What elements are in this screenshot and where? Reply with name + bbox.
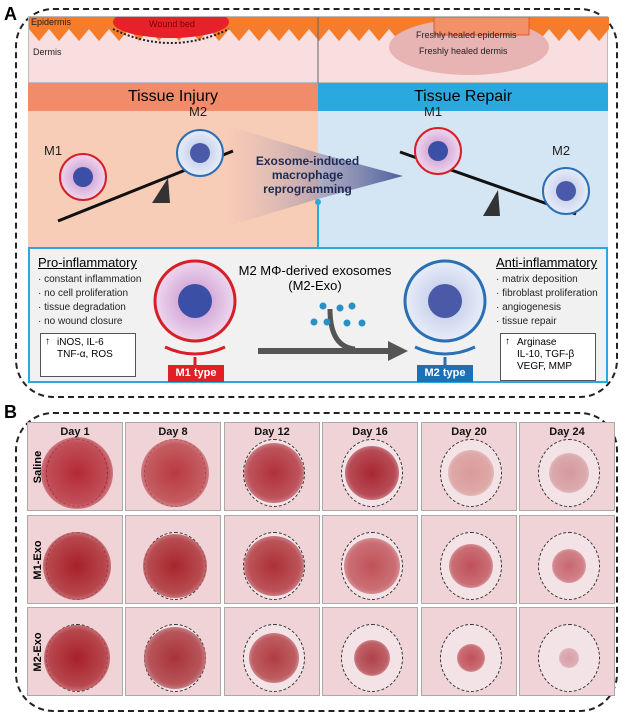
wound-area: [244, 536, 304, 596]
wound-photo: Day 24: [519, 422, 615, 511]
wound-photo: [125, 607, 221, 696]
wound-area: [143, 534, 207, 598]
wound-photo: [224, 515, 320, 604]
wound-bed: [113, 17, 229, 38]
wound-photo: M1-Exo: [27, 515, 123, 604]
marker: IL-10, TGF-β: [517, 349, 575, 360]
group-label: M2-Exo: [32, 632, 44, 672]
group-label: M1-Exo: [32, 540, 44, 580]
m1-cell-left: [59, 153, 107, 201]
wound-photo: Day 16: [322, 422, 418, 511]
list-item: · fibroblast proliferation: [496, 288, 598, 299]
day-label: Day 20: [451, 426, 487, 438]
wound-photo: [519, 515, 615, 604]
m1-label-left: M1: [44, 143, 63, 158]
reprogramming-label: Exosome-induced macrophage reprogramming: [255, 154, 360, 196]
wound-photo: Day 8: [125, 422, 221, 511]
pro-inflammatory-list: · constant inflammation · no cell prolif…: [38, 273, 141, 329]
exosome-mechanism-box: Pro-inflammatory · constant inflammation…: [28, 247, 608, 383]
marker: VEGF, MMP: [517, 361, 573, 372]
wound-area: [141, 439, 209, 507]
wound-photo: M2-Exo: [27, 607, 123, 696]
wound-photo: [125, 515, 221, 604]
m1-label-right: M1: [424, 104, 443, 119]
healed-dermis-label: Freshly healed dermis: [419, 46, 508, 56]
wound-area: [43, 532, 111, 600]
wound-area: [249, 633, 299, 683]
epidermis-layer: [29, 17, 609, 84]
m1-to-m2-diagram: [153, 259, 487, 365]
exosome-subtitle: (M2-Exo): [288, 278, 342, 293]
exosome-title: M2 MΦ-derived exosomes: [238, 263, 392, 278]
wound-area: [144, 627, 206, 689]
m2-label-right: M2: [552, 143, 571, 158]
wound-area: [552, 549, 586, 583]
anti-inflammatory-list: · matrix deposition · fibroblast prolife…: [496, 273, 598, 329]
wound-boundary-circle: [341, 624, 403, 692]
m1-cell-right: [414, 127, 462, 175]
wound-area: [345, 446, 399, 500]
wound-area: [449, 544, 493, 588]
m1-markers-box: ↑ iNOS, IL-6 TNF-α, ROS: [40, 333, 136, 377]
panel-a-label: A: [4, 4, 17, 24]
wound-photo: Day 1 Saline: [27, 422, 123, 511]
list-item: · matrix deposition: [496, 274, 578, 285]
day-label: Day 1: [60, 426, 90, 438]
wound-photo: [421, 515, 517, 604]
m2-cell-left: [176, 129, 224, 177]
wound-bed-label: Wound bed: [149, 19, 195, 29]
wound-photo: [421, 607, 517, 696]
wound-area: [44, 625, 110, 691]
panel-a-frame: [15, 8, 618, 398]
m2-markers-box: ↑ Arginase IL-10, TGF-β VEGF, MMP: [500, 333, 596, 381]
healed-epidermis-label: Freshly healed epidermis: [416, 30, 517, 40]
day-label: Day 24: [549, 426, 585, 438]
wound-photo: Day 12: [224, 422, 320, 511]
wound-area: [354, 640, 390, 676]
wound-area: [244, 443, 304, 503]
marker: Arginase: [517, 337, 557, 348]
dermis-label: Dermis: [33, 47, 62, 57]
m2-cell-right: [542, 167, 590, 215]
list-item: · no cell proliferation: [38, 288, 129, 299]
skin-diagram: Epidermis Dermis Wound bed Freshly heale…: [28, 16, 609, 84]
list-item: · tissue degradation: [38, 302, 126, 313]
wound-photo: [519, 607, 615, 696]
wound-photo: [322, 607, 418, 696]
list-item: · angiogenesis: [496, 302, 562, 313]
wound-area: [41, 437, 113, 509]
wound-photo: Day 20: [421, 422, 517, 511]
exosome-dots: [310, 302, 366, 327]
balance-diagram: [57, 126, 590, 247]
wound-area: [549, 453, 589, 493]
day-label: Day 12: [254, 426, 290, 438]
marker: iNOS, IL-6: [57, 337, 104, 348]
list-item: · constant inflammation: [38, 274, 142, 285]
up-arrow-icon: ↑: [505, 336, 510, 347]
m1-type-badge: M1 type: [168, 365, 224, 382]
list-item: · no wound closure: [38, 316, 123, 327]
wound-area: [559, 648, 579, 668]
panel-b-label: B: [4, 402, 17, 422]
wound-area: [457, 644, 485, 672]
wound-area: [448, 450, 494, 496]
tissue-injury-header: Tissue Injury: [28, 83, 318, 111]
reprogramming-arrow: [228, 126, 403, 226]
m2-type-badge: M2 type: [417, 365, 473, 382]
wound-area: [344, 538, 400, 594]
epidermis-label: Epidermis: [31, 17, 72, 27]
day-label: Day 16: [352, 426, 388, 438]
pro-inflammatory-title: Pro-inflammatory: [38, 255, 137, 270]
tissue-repair-header: Tissue Repair: [318, 83, 608, 111]
anti-inflammatory-title: Anti-inflammatory: [496, 255, 598, 270]
wound-photo: [322, 515, 418, 604]
panel-b-frame: [15, 412, 618, 712]
up-arrow-icon: ↑: [45, 336, 50, 347]
list-item: · tissue repair: [496, 316, 557, 327]
group-label: Saline: [32, 450, 44, 484]
day-label: Day 8: [158, 426, 188, 438]
marker: TNF-α, ROS: [57, 349, 113, 360]
wound-photo: [224, 607, 320, 696]
m2-label-left: M2: [189, 104, 208, 119]
